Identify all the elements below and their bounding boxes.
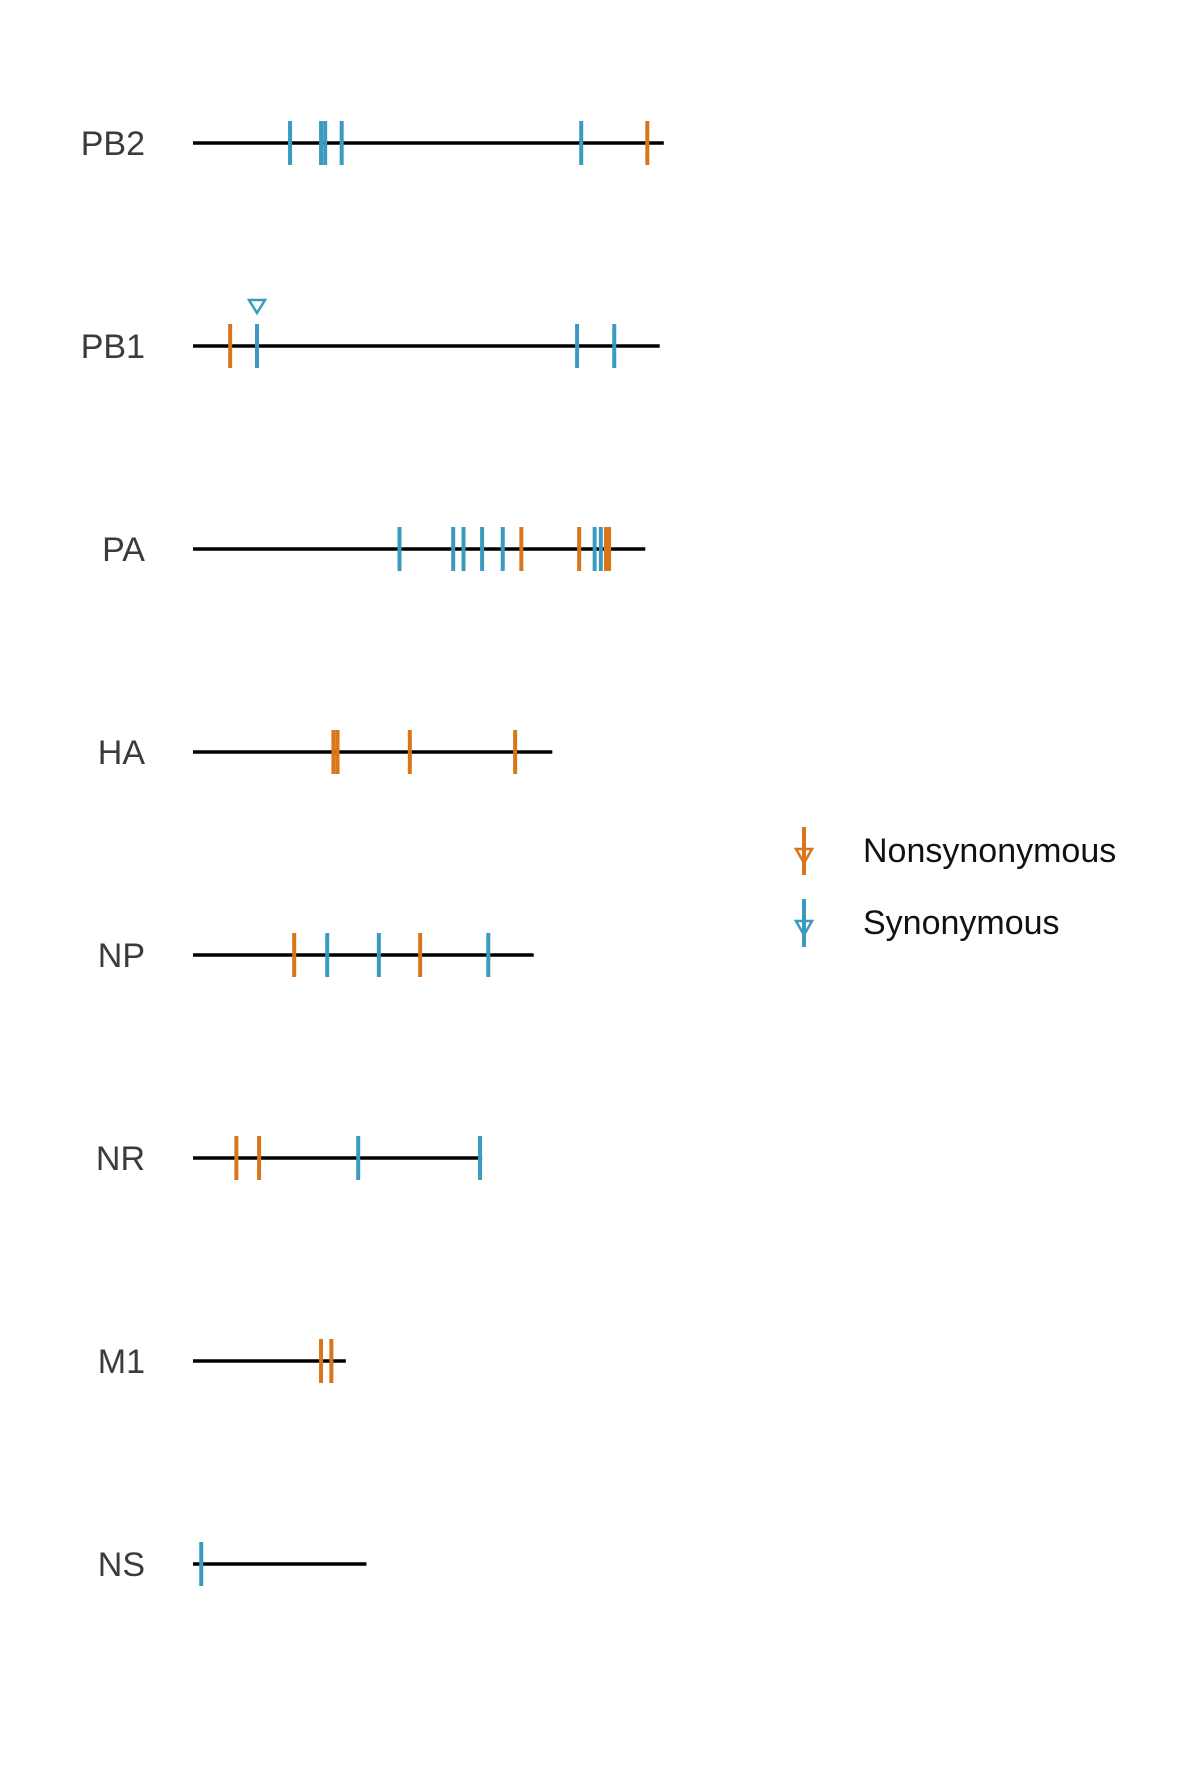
segment-row-pb2: PB2 <box>81 121 664 165</box>
segment-label: M1 <box>98 1343 145 1381</box>
legend-label: Synonymous <box>863 904 1060 942</box>
segment-row-m1: M1 <box>98 1339 346 1383</box>
segment-label: NP <box>98 937 145 975</box>
segment-row-ha: HA <box>98 730 553 774</box>
segment-row-ns: NS <box>98 1542 367 1586</box>
legend-entry-synonymous: Synonymous <box>793 899 1060 947</box>
legend-entry-nonsynonymous: Nonsynonymous <box>793 827 1116 875</box>
segment-row-np: NP <box>98 933 534 977</box>
segment-row-pb1: PB1 <box>81 298 660 368</box>
legend-key-triangle <box>793 919 815 938</box>
segment-label: NS <box>98 1546 145 1584</box>
segment-label: PB1 <box>81 328 145 366</box>
segments-layer: PB2 PB1 PA HA NP NR M1 NS <box>81 121 664 1586</box>
segment-row-pa: PA <box>102 527 646 571</box>
segment-label: HA <box>98 734 146 772</box>
segment-label: NR <box>96 1140 145 1178</box>
mutation-marker-triangle <box>246 298 268 316</box>
legend-key-triangle <box>793 847 815 866</box>
legend: Nonsynonymous Synonymous <box>793 827 1116 947</box>
segment-label: PB2 <box>81 125 145 163</box>
segment-row-nr: NR <box>96 1136 483 1180</box>
legend-label: Nonsynonymous <box>863 832 1116 870</box>
segment-label: PA <box>102 531 145 569</box>
